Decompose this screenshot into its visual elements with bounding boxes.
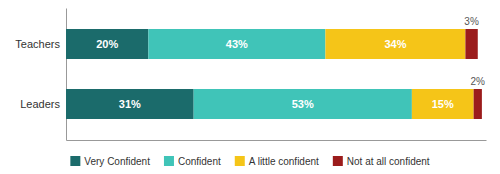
data-label: 43%	[226, 38, 248, 50]
bar	[194, 89, 412, 119]
legend-label: A little confident	[249, 156, 319, 167]
legend-swatch	[235, 156, 245, 166]
bar	[66, 29, 148, 59]
data-label: 34%	[384, 38, 406, 50]
legend-item: Very Confident	[70, 156, 150, 167]
data-labels: 20% 43% 34% 3% 31% 53% 15% 2%	[96, 16, 485, 110]
bar	[325, 29, 465, 59]
legend-label: Not at all confident	[347, 156, 430, 167]
y-tick: Teachers	[15, 38, 66, 50]
y-axis-line	[66, 9, 67, 141]
legend-item: Not at all confident	[333, 156, 430, 167]
data-label: 2%	[471, 76, 486, 87]
bar	[465, 29, 477, 59]
legend-swatch	[164, 156, 174, 166]
data-label: 15%	[432, 98, 454, 110]
bar	[66, 89, 194, 119]
y-tick-label: Teachers	[15, 38, 60, 50]
x-axis-line	[67, 140, 487, 141]
bar	[474, 89, 482, 119]
legend-item: A little confident	[235, 156, 319, 167]
legend-item: Confident	[164, 156, 221, 167]
bars	[66, 29, 482, 119]
legend-label: Very Confident	[84, 156, 150, 167]
data-label: 53%	[292, 98, 314, 110]
bar	[148, 29, 325, 59]
legend-swatch	[70, 156, 80, 166]
data-label: 31%	[119, 98, 141, 110]
data-label: 20%	[96, 38, 118, 50]
legend: Very Confident Confident A little confiden…	[70, 156, 430, 167]
y-axis: Teachers Leaders	[15, 9, 66, 141]
bar	[412, 89, 474, 119]
legend-swatch	[333, 156, 343, 166]
x-axis	[67, 140, 487, 141]
y-tick-label: Leaders	[20, 98, 60, 110]
plot: Teachers Leaders 20% 43% 34% 3% 31% 53% 15% 2%	[15, 9, 486, 141]
data-label: 3%	[464, 16, 479, 27]
legend-label: Confident	[178, 156, 221, 167]
y-tick: Leaders	[20, 98, 66, 110]
chart: Teachers Leaders 20% 43% 34% 3% 31% 53% 15% 2% Ver…	[0, 0, 500, 174]
